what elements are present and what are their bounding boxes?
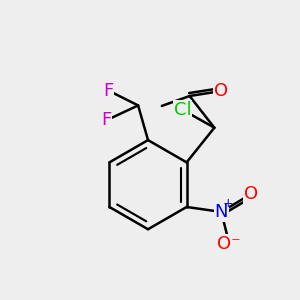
- Text: O: O: [244, 185, 258, 203]
- Text: Cl: Cl: [174, 101, 191, 119]
- Text: N: N: [214, 203, 228, 221]
- Text: F: F: [103, 82, 113, 100]
- Text: O⁻: O⁻: [218, 235, 241, 253]
- Text: +: +: [223, 196, 234, 209]
- Text: O: O: [214, 82, 228, 100]
- Text: F: F: [101, 111, 112, 129]
